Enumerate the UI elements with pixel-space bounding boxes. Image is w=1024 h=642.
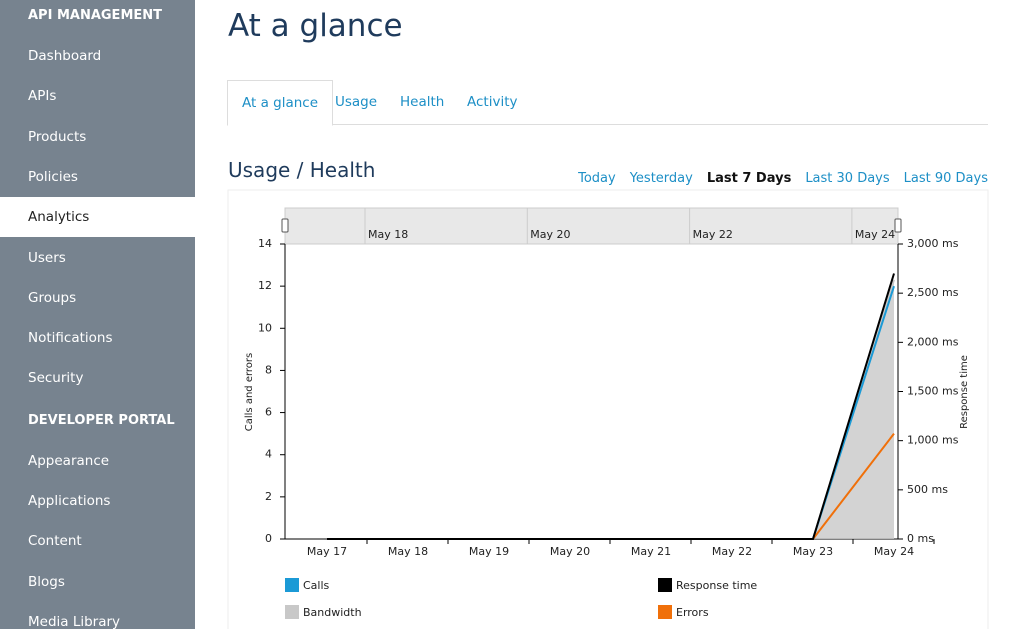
range-link[interactable]: Today: [578, 171, 616, 186]
tab[interactable]: Activity: [467, 94, 518, 110]
y2-tick-label: 1,500 ms: [907, 385, 959, 398]
range-link[interactable]: Last 90 Days: [903, 171, 988, 186]
y-tick-label: 0: [265, 532, 272, 545]
y-tick-label: 4: [265, 448, 272, 461]
sidebar: API MANAGEMENT Dashboard APIs Products Polic…: [0, 0, 195, 630]
x-tick-label: May 21: [631, 545, 671, 558]
x-tick-label: May 18: [388, 545, 428, 558]
y-tick-label: 8: [265, 363, 272, 376]
legend-label: Response time: [676, 579, 757, 592]
tab[interactable]: Usage: [335, 94, 378, 110]
y2-tick-label: 1,000 ms: [907, 434, 959, 447]
x-tick-label: May 23: [793, 545, 833, 558]
x-tick-label: May 19: [469, 545, 509, 558]
y2-tick-label: 2,500 ms: [907, 286, 959, 299]
navigator-label: May 20: [530, 228, 570, 241]
x-tick-label: May 24: [874, 545, 914, 558]
nav-item[interactable]: Dashboard: [28, 48, 102, 64]
range-link[interactable]: Yesterday: [629, 171, 693, 186]
tab[interactable]: At a glance: [227, 80, 334, 126]
y2-tick-label: 0 ms: [907, 532, 934, 545]
y2-tick-label: 3,000 ms: [907, 237, 959, 250]
nav-item[interactable]: Users: [28, 249, 66, 266]
section-title: Usage / Health: [228, 158, 376, 182]
y-axis-label: Calls and errors: [244, 353, 255, 431]
nav-item[interactable]: Media Library: [28, 613, 121, 630]
nav-item[interactable]: Groups: [28, 289, 77, 306]
x-tick-label: May 20: [550, 545, 590, 558]
y-tick-label: 2: [265, 490, 272, 503]
series-line: [327, 433, 895, 540]
tab-line: [228, 124, 988, 125]
chart: May 18 May 20 May 22 May 24 0 2 4 6 8 10 12 14 0 ms 5…: [227, 189, 989, 629]
nav-item[interactable]: Policies: [28, 168, 78, 185]
legend-label: Calls: [303, 579, 330, 592]
navigator-label: May 22: [693, 228, 733, 241]
y-tick-label: 10: [258, 321, 272, 334]
page: {"sidebar": { "sections": [ {"title": "A…: [0, 0, 989, 630]
section-title: API MANAGEMENT: [28, 8, 163, 23]
nav-item[interactable]: APIs: [28, 88, 57, 105]
navigator: [284, 207, 899, 245]
x-tick-label: May 22: [712, 545, 752, 558]
y-tick-label: 14: [258, 237, 272, 250]
nav-item[interactable]: Blogs: [28, 573, 65, 590]
chart-frame: [227, 189, 989, 629]
nav-item[interactable]: Appearance: [28, 452, 110, 469]
tab[interactable]: Health: [400, 94, 445, 110]
series-line: [327, 279, 895, 540]
legend-label: Bandwidth: [303, 606, 362, 619]
range-link[interactable]: Last 30 Days: [805, 171, 890, 186]
range-link[interactable]: Last 7 Days: [706, 171, 792, 186]
main: At a glance At a glance Usage Health Activi…: [227, 0, 988, 629]
nav-item[interactable]: Content: [28, 533, 82, 550]
navigator-label: May 24: [855, 228, 895, 241]
nav-item[interactable]: Applications: [28, 493, 111, 509]
y2-axis-label: Response time: [959, 355, 970, 429]
nav-item[interactable]: Security: [28, 370, 84, 387]
nav-item[interactable]: Notifications: [28, 330, 113, 347]
legend-label: Errors: [676, 606, 709, 619]
series-line: [327, 273, 895, 540]
y-tick-label: 6: [265, 406, 272, 419]
nav-item[interactable]: Products: [28, 128, 87, 145]
navigator-handle: [894, 218, 902, 233]
x-tick-label: May 17: [307, 545, 347, 558]
area: [327, 279, 894, 539]
legend-swatch: [658, 578, 672, 592]
y2-tick-label: 2,000 ms: [907, 335, 959, 348]
y2-tick-label: 500 ms: [907, 483, 948, 496]
nav-item[interactable]: Analytics: [0, 197, 195, 238]
navigator-label: May 18: [368, 228, 408, 241]
y-tick-label: 12: [258, 279, 272, 292]
range-links: Today Yesterday Last 7 Days Last 30 Days Las…: [564, 171, 988, 186]
navigator-handle: [281, 218, 289, 233]
legend-swatch: [285, 605, 299, 619]
legend-swatch: [658, 605, 672, 619]
page-title: At a glance: [228, 8, 403, 44]
legend-swatch: [285, 578, 299, 592]
section-title: DEVELOPER PORTAL: [28, 412, 175, 428]
series-line: [327, 285, 895, 540]
